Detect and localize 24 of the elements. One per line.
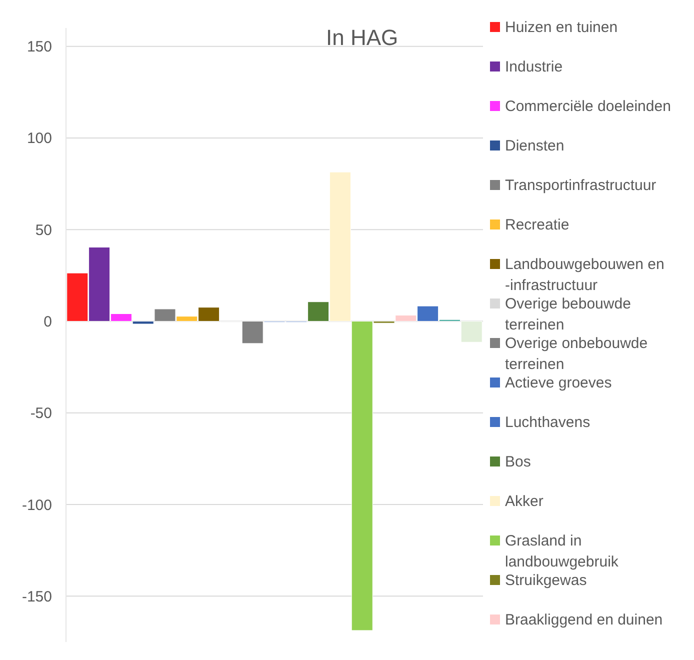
legend-label: Huizen en tuinen: [505, 19, 618, 36]
y-tick-label: 50: [35, 222, 52, 239]
legend-label: Recreatie: [505, 216, 570, 234]
legend-label: Transportinfrastructuur: [505, 177, 656, 194]
y-tick-label: -150: [22, 588, 52, 606]
legend-label: Industrie: [505, 58, 563, 76]
legend-label: Commerciële doeleinden: [505, 98, 671, 115]
y-tick-label: 150: [26, 38, 52, 56]
legend-label: Overige bebouwde terreinen: [505, 296, 631, 334]
legend-label: Struikgewas: [505, 572, 587, 589]
chart-title: In HAG: [326, 25, 398, 50]
legend-label: Akker: [505, 493, 544, 510]
legend-label: Grasland in landbouwgebruik: [505, 532, 619, 570]
y-tick-label: 100: [26, 130, 52, 148]
legend-label: Luchthavens: [505, 414, 590, 431]
y-tick-label: -100: [22, 496, 52, 514]
legend-label: Braakliggend en duinen: [505, 612, 663, 628]
legend-label: Actieve groeves: [505, 374, 612, 392]
legend-label: Landbouwgebouwen en -infrastructuur: [505, 256, 664, 294]
y-tick-label: -50: [30, 405, 52, 422]
legend-label: Overige onbebouwde terreinen: [505, 335, 648, 373]
legend-label: Bos: [505, 454, 531, 470]
y-tick-label: 0: [44, 314, 52, 331]
legend-label: Diensten: [505, 138, 564, 154]
